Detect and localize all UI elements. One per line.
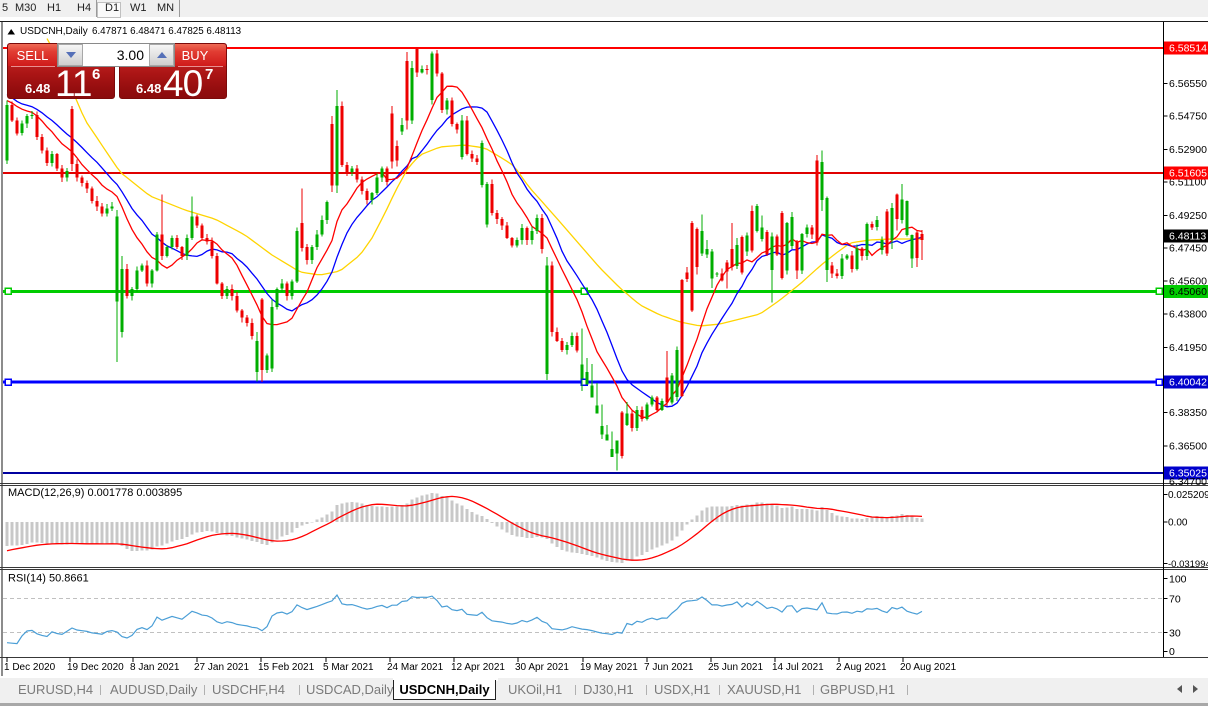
- svg-text:1 Dec 2020: 1 Dec 2020: [4, 662, 56, 673]
- svg-text:7 Jun 2021: 7 Jun 2021: [644, 662, 694, 673]
- svg-text:6.47871 6.48471 6.47825 6.4811: 6.47871 6.48471 6.47825 6.48113: [92, 26, 242, 37]
- svg-text:19 Dec 2020: 19 Dec 2020: [67, 662, 124, 673]
- svg-text:14 Jul 2021: 14 Jul 2021: [772, 662, 824, 673]
- svg-text:25 Jun 2021: 25 Jun 2021: [708, 662, 763, 673]
- svg-text:6.38350: 6.38350: [1169, 407, 1207, 419]
- svg-text:6.35025: 6.35025: [1169, 467, 1207, 479]
- svg-text:MACD(12,26,9) 0.001778 0.00389: MACD(12,26,9) 0.001778 0.003895: [8, 487, 182, 499]
- svg-text:6.40042: 6.40042: [1169, 377, 1207, 389]
- svg-text:15 Feb 2021: 15 Feb 2021: [258, 662, 315, 673]
- svg-text:6.49250: 6.49250: [1169, 210, 1207, 222]
- svg-text:6.52900: 6.52900: [1169, 144, 1207, 156]
- svg-text:6.51100: 6.51100: [1169, 177, 1206, 189]
- svg-text:6.56550: 6.56550: [1169, 78, 1207, 90]
- svg-text:6.41950: 6.41950: [1169, 342, 1207, 354]
- svg-text:0.025209: 0.025209: [1168, 490, 1208, 501]
- svg-text:6.34700: 6.34700: [1169, 476, 1207, 488]
- svg-text:0.00: 0.00: [1168, 518, 1188, 529]
- svg-text:30 Apr 2021: 30 Apr 2021: [515, 662, 569, 673]
- svg-text:USDCNH,Daily: USDCNH,Daily: [20, 26, 88, 37]
- svg-text:12 Apr 2021: 12 Apr 2021: [451, 662, 505, 673]
- svg-text:6.51605: 6.51605: [1169, 167, 1207, 179]
- svg-text:8 Jan 2021: 8 Jan 2021: [130, 662, 180, 673]
- svg-text:19 May 2021: 19 May 2021: [580, 662, 638, 673]
- svg-text:5 Mar 2021: 5 Mar 2021: [323, 662, 374, 673]
- svg-text:30: 30: [1169, 627, 1181, 639]
- svg-text:70: 70: [1169, 593, 1181, 605]
- svg-text:100: 100: [1169, 574, 1187, 586]
- svg-text:6.58514: 6.58514: [1169, 43, 1207, 55]
- svg-text:6.36500: 6.36500: [1169, 441, 1207, 453]
- svg-text:24 Mar 2021: 24 Mar 2021: [387, 662, 444, 673]
- svg-text:6.54750: 6.54750: [1169, 111, 1207, 123]
- svg-text:0: 0: [1169, 646, 1175, 658]
- svg-text:2 Aug 2021: 2 Aug 2021: [836, 662, 887, 673]
- svg-text:6.47450: 6.47450: [1169, 243, 1207, 255]
- svg-text:-0.031994: -0.031994: [1168, 559, 1208, 570]
- svg-text:20 Aug 2021: 20 Aug 2021: [900, 662, 957, 673]
- svg-text:6.45060: 6.45060: [1169, 286, 1207, 298]
- svg-text:6.48113: 6.48113: [1169, 231, 1206, 243]
- svg-text:27 Jan 2021: 27 Jan 2021: [194, 662, 249, 673]
- svg-text:6.45600: 6.45600: [1169, 276, 1207, 288]
- svg-text:RSI(14) 50.8661: RSI(14) 50.8661: [8, 573, 89, 585]
- svg-text:6.43800: 6.43800: [1169, 309, 1207, 321]
